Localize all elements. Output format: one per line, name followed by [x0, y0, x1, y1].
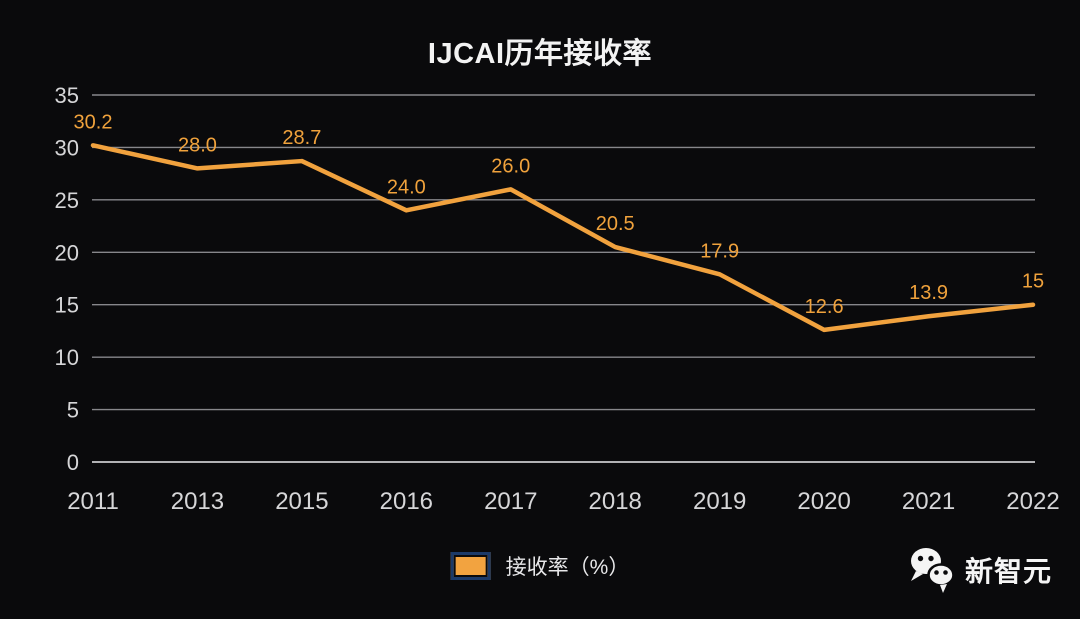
- data-label-2013: 28.0: [178, 134, 217, 156]
- data-label-2017: 26.0: [491, 155, 530, 177]
- chart-title: IJCAI历年接收率: [427, 38, 653, 70]
- y-axis-tick-15: 15: [55, 293, 79, 318]
- data-label-2020: 12.6: [805, 296, 844, 318]
- brand-name: 新智元: [964, 556, 1052, 587]
- x-axis-tick-2019: 2019: [693, 488, 746, 515]
- x-axis-tick-2016: 2016: [380, 488, 433, 515]
- x-axis-tick-2021: 2021: [902, 488, 955, 515]
- y-axis-tick-30: 30: [55, 135, 79, 160]
- y-axis-tick-10: 10: [55, 345, 79, 370]
- y-axis-tick-20: 20: [55, 240, 79, 265]
- x-axis-tick-2020: 2020: [797, 488, 850, 515]
- x-axis-tick-2013: 2013: [171, 488, 224, 515]
- y-axis-tick-0: 0: [67, 450, 79, 475]
- wechat-icon: [910, 548, 955, 593]
- data-label-2016: 24.0: [387, 176, 426, 198]
- y-axis-tick-5: 5: [67, 398, 79, 423]
- y-axis-tick-35: 35: [55, 83, 79, 108]
- data-label-2019: 17.9: [700, 240, 739, 262]
- data-label-2011: 30.2: [74, 111, 113, 133]
- x-axis-tick-2018: 2018: [589, 488, 642, 515]
- legend-label: 接收率（%）: [505, 556, 630, 579]
- brand-logo: 新智元: [907, 546, 1052, 594]
- legend-swatch-acceptance-rate: [450, 552, 491, 580]
- x-axis-tick-2011: 2011: [67, 488, 119, 515]
- data-label-2018: 20.5: [596, 213, 635, 235]
- data-label-2015: 28.7: [282, 127, 321, 149]
- data-label-2021: 13.9: [909, 282, 948, 304]
- x-axis-tick-2015: 2015: [275, 488, 328, 515]
- x-axis-tick-2017: 2017: [484, 488, 537, 515]
- acceptance-rate-line: [90, 143, 1036, 333]
- y-axis-tick-25: 25: [55, 188, 79, 213]
- legend: 接收率（%）: [450, 551, 630, 581]
- x-axis-tick-2022: 2022: [1006, 488, 1059, 515]
- data-label-2022: 15: [1022, 271, 1044, 293]
